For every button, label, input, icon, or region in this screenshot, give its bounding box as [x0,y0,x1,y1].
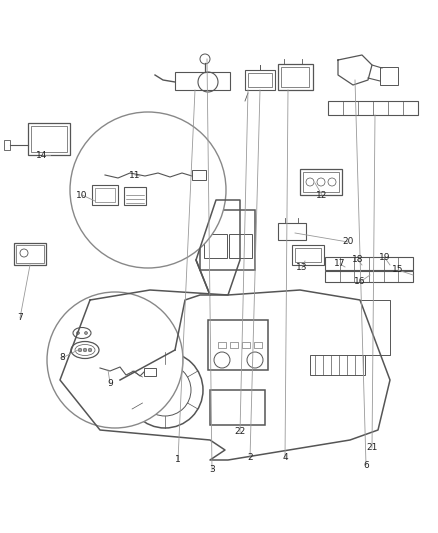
Bar [325,271,413,282]
Text: 18: 18 [352,255,364,264]
Bar [281,67,309,87]
Bar [242,342,250,348]
Text: 13: 13 [296,263,308,272]
Text: 21: 21 [366,443,378,453]
Bar [295,248,321,262]
Text: 19: 19 [379,254,391,262]
Text: 15: 15 [392,265,404,274]
Text: 2: 2 [247,454,253,463]
Text: 8: 8 [59,353,65,362]
Bar [210,390,265,425]
Text: 6: 6 [363,461,369,470]
Circle shape [78,348,82,352]
Circle shape [47,292,183,428]
Bar [380,67,398,85]
Circle shape [88,348,92,352]
Text: 11: 11 [129,171,141,180]
Bar [124,187,146,205]
Text: 9: 9 [107,378,113,387]
Bar [303,172,339,192]
Bar [230,342,238,348]
Bar [310,355,365,375]
Bar [248,73,272,87]
Bar [14,243,46,265]
Circle shape [83,348,87,352]
Text: 4: 4 [282,454,288,463]
Text: 7: 7 [17,313,23,322]
Bar [4,140,10,150]
Text: 3: 3 [209,465,215,474]
Text: 20: 20 [343,238,354,246]
Text: 10: 10 [76,190,88,199]
Bar [95,188,115,202]
Bar [278,223,306,240]
Bar [229,234,252,258]
Bar [300,169,342,195]
Text: 22: 22 [234,427,246,437]
Text: 1: 1 [175,456,181,464]
Bar [208,320,268,370]
Bar [144,368,156,376]
Text: 12: 12 [316,190,328,199]
Bar [192,170,206,180]
Bar [31,126,67,152]
Text: 16: 16 [354,278,366,287]
Text: 14: 14 [36,150,48,159]
Bar [292,245,324,265]
Bar [175,72,230,90]
Bar [325,257,413,270]
Bar [200,210,255,270]
Bar [278,64,313,90]
Circle shape [70,112,226,268]
Circle shape [85,332,88,335]
Bar [218,342,226,348]
Bar [28,123,70,155]
Bar [328,101,418,115]
Bar [254,342,262,348]
Bar [204,234,227,258]
Bar [92,185,118,205]
Text: 17: 17 [334,260,346,269]
Bar [16,245,44,263]
Bar [245,70,275,90]
Circle shape [77,332,80,335]
